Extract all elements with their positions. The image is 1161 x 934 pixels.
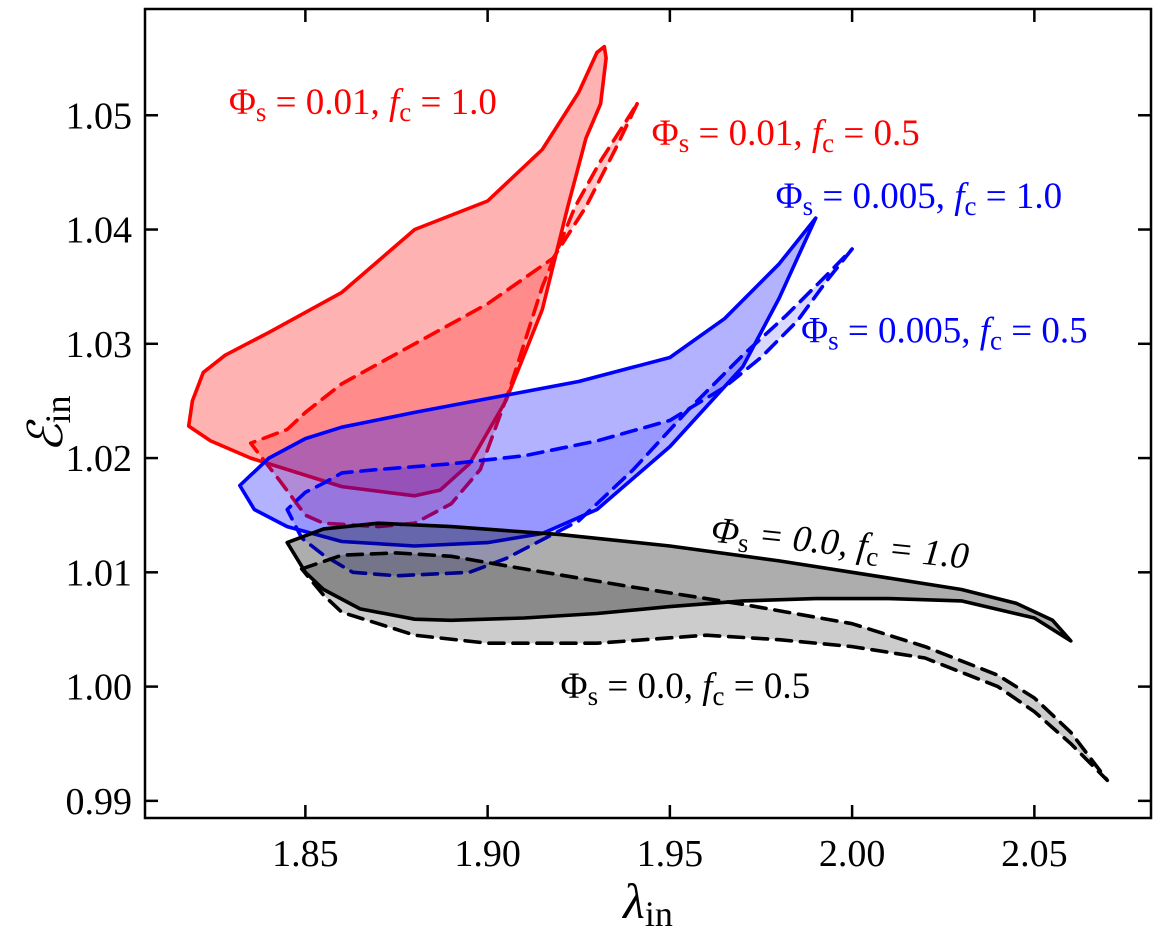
series-label-part: c bbox=[712, 681, 724, 711]
series-label-part: Φ bbox=[229, 82, 256, 123]
series-label-part: Φ bbox=[776, 176, 803, 217]
series-label-part: = 0.5 bbox=[834, 113, 920, 154]
series-1-fill bbox=[188, 46, 607, 496]
series-1 bbox=[186, 44, 608, 498]
series-4 bbox=[285, 247, 854, 578]
y-tick-label: 1.04 bbox=[66, 210, 133, 252]
series-label-part: s bbox=[588, 681, 599, 711]
series-6-outline bbox=[299, 551, 1110, 783]
y-axis-title-sub: in bbox=[38, 395, 78, 423]
tick-layer: 1.85 1.90 1.95 2.00 2.05 0.99 1.00 1.01 1.02 1.03… bbox=[66, 9, 1151, 875]
series-2-outline bbox=[248, 102, 639, 529]
series-label-part: s bbox=[828, 326, 839, 356]
series-label-part: s bbox=[256, 97, 267, 127]
series-label-part: = 1.0 bbox=[977, 176, 1063, 217]
series-2-label: Φs = 0.01, fc = 0.5 bbox=[652, 113, 920, 158]
series-3 bbox=[238, 216, 818, 548]
series-layer bbox=[186, 44, 1110, 783]
series-label-part: = 0.0, bbox=[598, 666, 702, 707]
series-3-label: Φs = 0.005, fc = 1.0 bbox=[776, 176, 1063, 221]
y-tick-label: 1.00 bbox=[66, 667, 133, 709]
y-tick-label: 1.01 bbox=[66, 552, 133, 594]
x-tick-label: 1.95 bbox=[637, 833, 704, 875]
series-6 bbox=[299, 551, 1110, 783]
y-tick-label: 1.05 bbox=[66, 95, 133, 137]
series-label-part: = 1.0 bbox=[877, 527, 971, 577]
series-label-part: c bbox=[990, 326, 1002, 356]
series-4-outline bbox=[285, 247, 854, 578]
series-5-outline bbox=[285, 521, 1073, 643]
series-2 bbox=[248, 102, 639, 529]
x-tick-label: 1.90 bbox=[454, 833, 521, 875]
series-label-part: c bbox=[965, 191, 977, 221]
series-label-part: = 0.5 bbox=[724, 666, 810, 707]
series-label-part: = 0.5 bbox=[1002, 311, 1088, 352]
series-6-fill bbox=[301, 552, 1108, 781]
series-5 bbox=[285, 521, 1073, 643]
y-axis-title-main: ℰ bbox=[20, 419, 73, 453]
x-tick-label: 1.85 bbox=[272, 833, 339, 875]
y-tick-label: 1.03 bbox=[66, 324, 133, 366]
y-axis-title: ℰin bbox=[20, 395, 78, 452]
series-label-part: s bbox=[803, 191, 814, 221]
series-label-part: = 1.0 bbox=[411, 82, 497, 123]
y-tick-label: 1.02 bbox=[66, 438, 133, 480]
series-label-part: Φ bbox=[801, 311, 828, 352]
series-5-fill bbox=[287, 523, 1071, 641]
series-3-outline bbox=[238, 216, 818, 548]
x-tick-label: 2.00 bbox=[819, 833, 886, 875]
series-4-label: Φs = 0.005, fc = 0.5 bbox=[801, 311, 1088, 356]
series-3-fill bbox=[239, 218, 816, 546]
x-axis-title: λin bbox=[621, 873, 673, 934]
series-label-part: c bbox=[822, 128, 834, 158]
series-label-part: = 0.01, bbox=[266, 82, 389, 123]
series-2-fill bbox=[250, 103, 638, 527]
series-label-part: = 0.01, bbox=[689, 113, 812, 154]
y-tick-label: 0.99 bbox=[66, 781, 133, 823]
series-4-fill bbox=[287, 249, 853, 576]
series-label-part: c bbox=[865, 541, 880, 572]
series-label-part: = 0.005, bbox=[813, 176, 954, 217]
series-label-part: Φ bbox=[561, 666, 588, 707]
series-label-part: c bbox=[399, 97, 411, 127]
x-tick-label: 2.05 bbox=[1001, 833, 1068, 875]
series-1-outline bbox=[186, 44, 608, 498]
series-label-part: Φ bbox=[709, 510, 741, 554]
x-axis-title-main: λ bbox=[621, 873, 645, 929]
annotation-layer: Φs = 0.01, fc = 1.0Φs = 0.01, fc = 0.5Φs… bbox=[229, 82, 1088, 711]
series-label-part: = 0.005, bbox=[839, 311, 980, 352]
series-label-part: s bbox=[679, 128, 690, 158]
series-label-part: Φ bbox=[652, 113, 679, 154]
series-6-label: Φs = 0.0, fc = 0.5 bbox=[561, 666, 811, 711]
series-1-label: Φs = 0.01, fc = 1.0 bbox=[229, 82, 497, 127]
plot-frame bbox=[143, 7, 1153, 820]
x-axis-title-sub: in bbox=[645, 894, 673, 934]
series-label-part: s bbox=[737, 528, 751, 559]
